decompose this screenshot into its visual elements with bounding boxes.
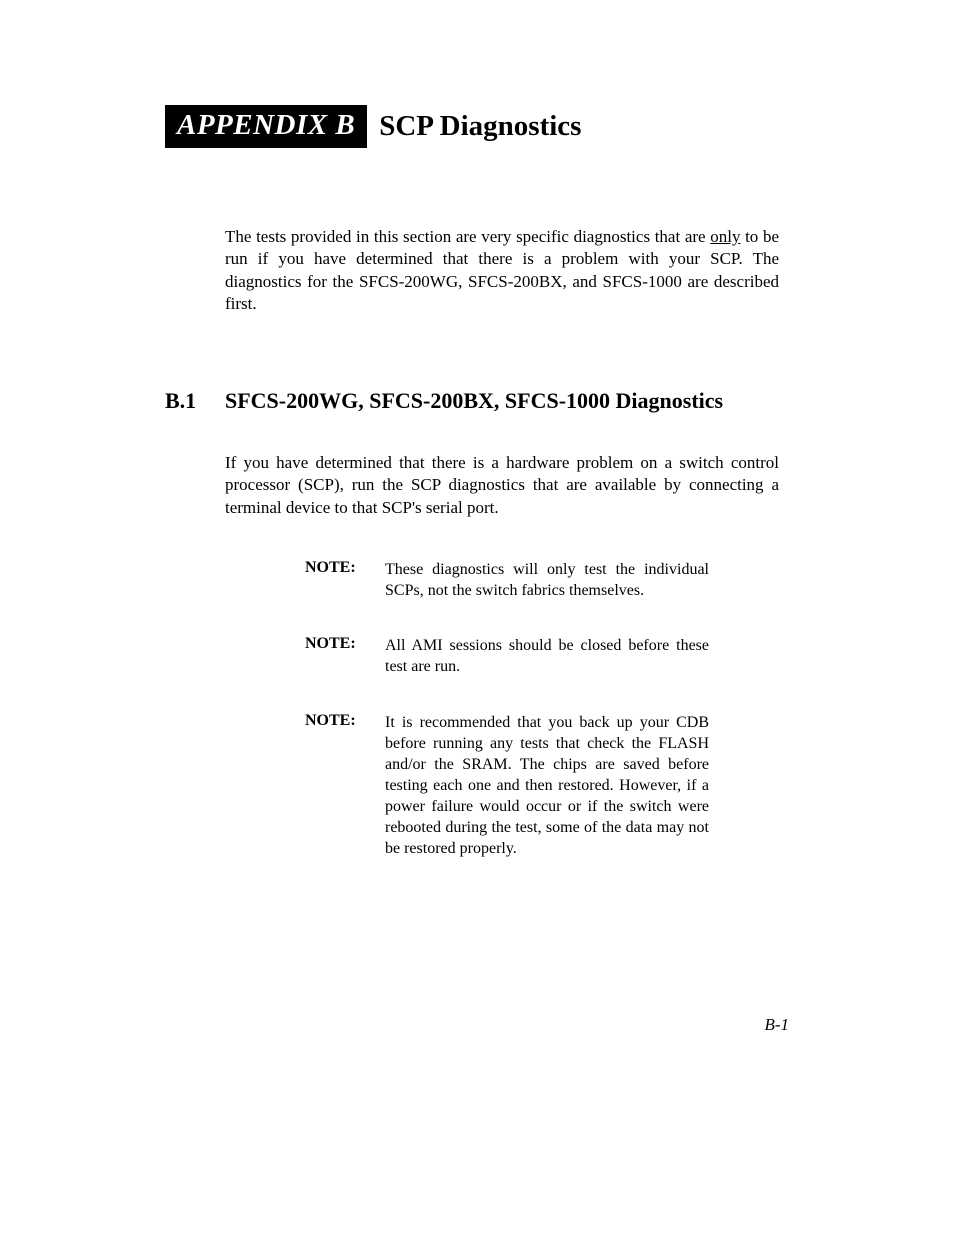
appendix-title: SCP Diagnostics [379,110,581,143]
note-text: All AMI sessions should be closed before… [385,635,709,677]
note-text: These diagnostics will only test the ind… [385,559,709,601]
intro-paragraph: The tests provided in this section are v… [225,226,779,316]
note-text: It is recommended that you back up your … [385,712,709,860]
note-row: NOTE: All AMI sessions should be closed … [305,635,709,677]
notes-block: NOTE: These diagnostics will only test t… [305,559,709,859]
intro-underlined: only [710,227,740,246]
note-label: NOTE: [305,712,385,860]
note-row: NOTE: It is recommended that you back up… [305,712,709,860]
note-label: NOTE: [305,559,385,601]
page-number: B-1 [764,1015,789,1035]
note-label: NOTE: [305,635,385,677]
section-heading: B.1 SFCS-200WG, SFCS-200BX, SFCS-1000 Di… [165,388,789,414]
section-title: SFCS-200WG, SFCS-200BX, SFCS-1000 Diagno… [225,388,723,414]
section-body: If you have determined that there is a h… [225,452,779,860]
intro-block: The tests provided in this section are v… [225,226,779,316]
intro-pre: The tests provided in this section are v… [225,227,710,246]
section-number: B.1 [165,388,225,414]
appendix-header: APPENDIX B SCP Diagnostics [165,105,789,148]
section-intro-paragraph: If you have determined that there is a h… [225,452,779,519]
appendix-badge: APPENDIX B [165,105,367,148]
document-page: APPENDIX B SCP Diagnostics The tests pro… [0,0,954,859]
note-row: NOTE: These diagnostics will only test t… [305,559,709,601]
